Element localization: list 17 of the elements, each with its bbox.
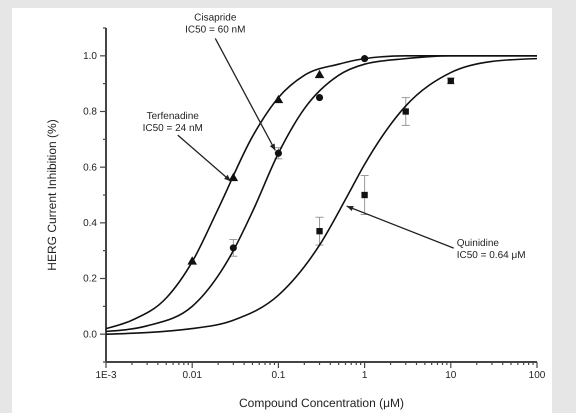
y-tick-label: 0.4 (83, 218, 98, 230)
y-tick-label: 0.2 (83, 274, 98, 285)
y-axis-title: HERG Current Inhibition (%) (45, 119, 59, 271)
y-tick-label: 0.0 (83, 329, 98, 340)
x-tick-label: 100 (528, 370, 546, 382)
y-tick-label: 0.6 (83, 162, 98, 174)
annotation: Quinidine IC50 = 0.64 μM (456, 238, 526, 262)
annotation: Cisapride IC50 = 60 nM (185, 12, 246, 36)
x-tick-label: 10 (445, 370, 457, 382)
x-tick-label: 0.01 (182, 370, 202, 382)
y-tick-label: 1.0 (83, 51, 98, 62)
x-axis-title: Compound Concentration (μM) (239, 396, 404, 410)
x-tick-label: 1E-3 (95, 370, 117, 382)
annotation: Terfenadine IC50 = 24 nM (142, 111, 203, 134)
x-tick-label: 0.1 (271, 370, 286, 382)
y-tick-label: 0.8 (83, 106, 98, 118)
x-tick-label: 1 (362, 370, 368, 382)
